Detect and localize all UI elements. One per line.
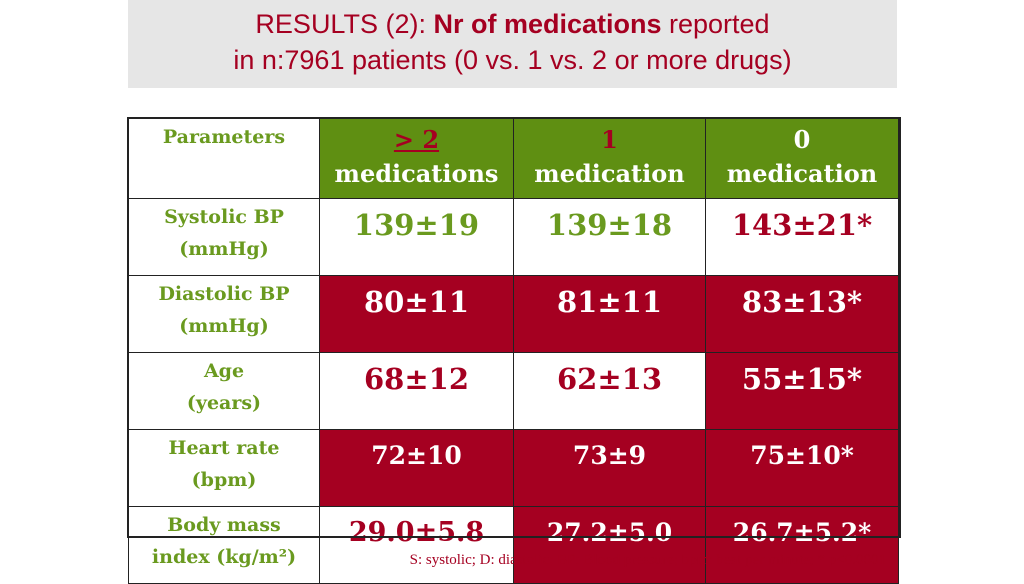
label-line2: index (kg/m²)	[151, 546, 297, 568]
header-2plus: > 2 medications	[319, 118, 514, 199]
row-label: Age (years)	[128, 352, 320, 430]
results-table: Parameters > 2 medications 1 medication 0 m…	[128, 118, 899, 584]
slide-title: RESULTS (2): Nr of medications reported …	[128, 0, 897, 88]
value-cell: 72±10	[319, 429, 514, 507]
label-line1: Diastolic BP	[158, 283, 290, 305]
header-1: 1 medication	[513, 118, 706, 199]
value-cell: 83±13*	[705, 275, 899, 353]
header-2plus-top: > 2	[393, 125, 440, 154]
row-label: Heart rate (bpm)	[128, 429, 320, 507]
header-0: 0 medication	[705, 118, 899, 199]
header-1-bottom: medication	[534, 159, 685, 188]
label-line1: Systolic BP	[164, 206, 284, 228]
value-cell: 81±11	[513, 275, 706, 353]
title-line2: in n:7961 patients (0 vs. 1 vs. 2 or mor…	[233, 45, 792, 75]
label-line2: (mmHg)	[179, 315, 269, 337]
row-label: Diastolic BP (mmHg)	[128, 275, 320, 353]
header-row: Parameters > 2 medications 1 medication 0 m…	[128, 118, 899, 199]
value-cell: 68±12	[319, 352, 514, 430]
table-row: Heart rate (bpm) 72±10 73±9 75±10*	[128, 429, 899, 507]
header-1-top: 1	[601, 125, 618, 154]
table-row: Body mass index (kg/m²) 29.0±5.8 27.2±5.0…	[128, 506, 899, 584]
label-line2: (bpm)	[191, 469, 257, 491]
table-row: Diastolic BP (mmHg) 80±11 81±11 83±13*	[128, 275, 899, 353]
value-cell: 29.0±5.8	[319, 506, 514, 584]
value-cell: 75±10*	[705, 429, 899, 507]
value-cell: 27.2±5.0	[513, 506, 706, 584]
label-line2: (mmHg)	[179, 238, 269, 260]
value-cell: 62±13	[513, 352, 706, 430]
header-0-bottom: medication	[726, 159, 878, 188]
value-cell: 139±19	[319, 198, 514, 276]
header-2plus-bottom: medications	[334, 159, 499, 188]
table-row: Systolic BP (mmHg) 139±19 139±18 143±21*	[128, 198, 899, 276]
value-cell: 55±15*	[705, 352, 899, 430]
value-cell: 80±11	[319, 275, 514, 353]
value-cell: 143±21*	[705, 198, 899, 276]
row-label: Body mass index (kg/m²)	[128, 506, 320, 584]
label-line1: Body mass	[167, 514, 281, 536]
header-0-top: 0	[793, 125, 811, 154]
title-suffix: reported	[661, 9, 770, 39]
title-bold: Nr of medications	[433, 9, 662, 39]
value-cell: 26.7±5.2*	[705, 506, 899, 584]
header-parameters: Parameters	[128, 118, 320, 199]
label-line1: Heart rate	[168, 437, 280, 459]
row-label: Systolic BP (mmHg)	[128, 198, 320, 276]
label-line1: Age	[203, 360, 245, 382]
label-line2: (years)	[186, 392, 262, 414]
table-row: Age (years) 68±12 62±13 55±15*	[128, 352, 899, 430]
title-prefix: RESULTS (2):	[255, 9, 434, 39]
value-cell: 73±9	[513, 429, 706, 507]
value-cell: 139±18	[513, 198, 706, 276]
footnote: S: systolic; D: diastolic; BP: Blood pre…	[409, 552, 886, 568]
